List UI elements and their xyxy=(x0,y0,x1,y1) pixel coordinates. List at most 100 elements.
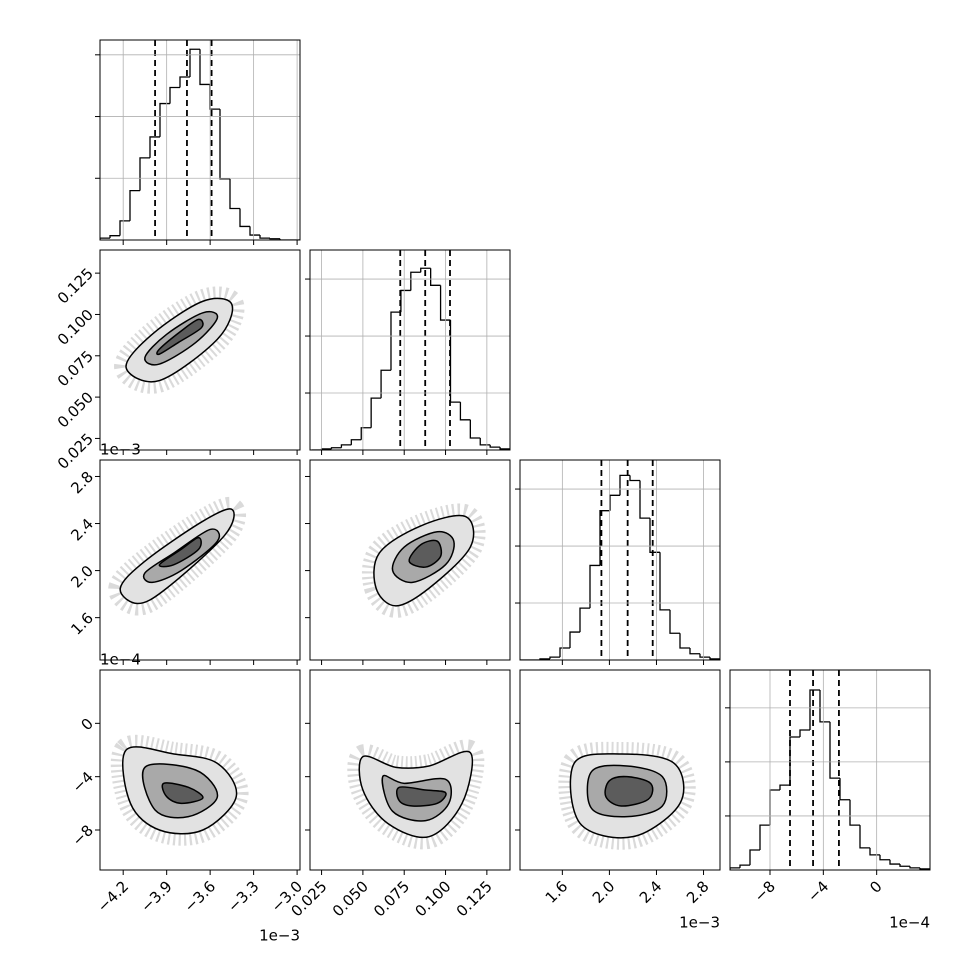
y-tick-label: 0.025 xyxy=(54,430,97,473)
y-tick-label: 2.4 xyxy=(67,515,97,545)
histogram-bin xyxy=(859,825,870,849)
y-tick-label: 0.125 xyxy=(54,264,97,307)
histogram-bin xyxy=(340,444,352,448)
histogram-bin xyxy=(789,736,800,786)
x-tick-label: −4 xyxy=(804,877,832,905)
panel xyxy=(311,250,510,450)
y-tick-label: 0.050 xyxy=(54,388,97,431)
panel-frame xyxy=(309,669,511,871)
histogram-bin xyxy=(249,226,260,236)
panel-frame xyxy=(309,459,511,661)
y-tick-label: 0 xyxy=(78,715,97,734)
histogram-bin xyxy=(829,721,840,779)
histogram-bin xyxy=(370,397,382,428)
x-tick-label: 2.0 xyxy=(589,877,619,907)
histogram-bin xyxy=(459,402,471,421)
histogram-bin xyxy=(400,289,411,313)
y-offset-label: 1e−4 xyxy=(100,651,141,669)
panel xyxy=(730,670,930,870)
histogram-bin xyxy=(139,157,150,191)
panel-frame xyxy=(309,249,511,451)
histogram-bin xyxy=(769,789,780,826)
histogram-bin xyxy=(279,238,290,240)
histogram-bin xyxy=(259,235,270,239)
histogram-bin xyxy=(889,859,900,865)
histogram-bin xyxy=(849,799,860,826)
histogram-bin xyxy=(129,189,140,221)
histogram-bin xyxy=(420,267,431,273)
x-offset-label: 1e−3 xyxy=(259,927,300,945)
histogram-bin xyxy=(199,49,210,86)
x-tick-label: −3.9 xyxy=(137,877,175,915)
panel xyxy=(110,734,249,846)
histogram-bin xyxy=(559,647,570,658)
x-tick-label: −8 xyxy=(751,877,779,905)
histogram-bin xyxy=(639,480,650,519)
contour xyxy=(161,782,204,805)
histogram-bin xyxy=(730,867,740,870)
histogram-bin xyxy=(410,271,421,291)
histogram-bin xyxy=(919,867,930,870)
panel xyxy=(361,503,486,618)
panel xyxy=(347,739,485,850)
panel-frame xyxy=(99,249,301,451)
histogram-bin xyxy=(669,609,680,634)
y-tick-label: −8 xyxy=(69,821,97,849)
x-tick-label: −3.3 xyxy=(224,877,262,915)
y-tick-label: 2.0 xyxy=(67,562,97,592)
histogram-bin xyxy=(909,866,920,869)
histogram-bin xyxy=(839,778,850,801)
x-tick-label: 0.125 xyxy=(453,877,496,920)
contour xyxy=(408,539,443,568)
panel-frame xyxy=(519,459,721,661)
x-tick-label: 0.100 xyxy=(411,877,454,920)
x-tick-label: −4.2 xyxy=(94,877,132,915)
histogram-bin xyxy=(879,854,890,861)
y-offset-label: 1e−3 xyxy=(100,441,141,459)
histogram-bin xyxy=(749,849,760,866)
histogram-bin xyxy=(689,648,700,655)
histogram-bin xyxy=(449,320,461,403)
x-tick-label: 0.075 xyxy=(370,877,413,920)
histogram-bin xyxy=(330,447,342,449)
histogram-bin xyxy=(599,510,610,566)
x-offset-label: 1e−4 xyxy=(889,914,930,932)
histogram-bin xyxy=(499,447,510,450)
y-tick-label: 0.100 xyxy=(54,306,97,349)
histogram-bin xyxy=(549,656,560,659)
panel-frame xyxy=(99,669,301,871)
histogram-bin xyxy=(589,564,600,609)
x-tick-label: 0.050 xyxy=(329,877,372,920)
contour xyxy=(395,786,447,807)
histogram-bin xyxy=(709,657,720,660)
histogram-bin xyxy=(189,48,200,78)
histogram-bin xyxy=(779,784,790,790)
histogram-bin xyxy=(569,631,580,649)
x-tick-label: −3.6 xyxy=(181,877,219,915)
histogram-bin xyxy=(390,311,401,371)
histogram-bin xyxy=(609,494,620,511)
histogram-bin xyxy=(479,438,491,446)
histogram-bin xyxy=(799,729,810,738)
contour xyxy=(604,775,654,807)
histogram-bin xyxy=(869,847,880,856)
panel-frame xyxy=(519,669,721,871)
x-tick-label: 1.6 xyxy=(542,877,572,907)
histogram-bin xyxy=(100,237,110,240)
histogram-bin xyxy=(819,690,830,723)
histogram-bin xyxy=(360,427,372,440)
histogram-bin xyxy=(269,238,280,240)
histogram-bin xyxy=(149,136,160,158)
panel-frame xyxy=(729,669,931,871)
panel xyxy=(108,496,246,616)
x-tick-label: 0 xyxy=(866,877,885,896)
histogram-bin xyxy=(219,109,230,180)
histogram-bin xyxy=(679,633,690,649)
contour xyxy=(158,536,202,568)
histogram-bin xyxy=(109,235,120,239)
histogram-bin xyxy=(239,208,250,228)
x-tick-label: 2.8 xyxy=(683,877,713,907)
histogram-bin xyxy=(899,864,910,867)
